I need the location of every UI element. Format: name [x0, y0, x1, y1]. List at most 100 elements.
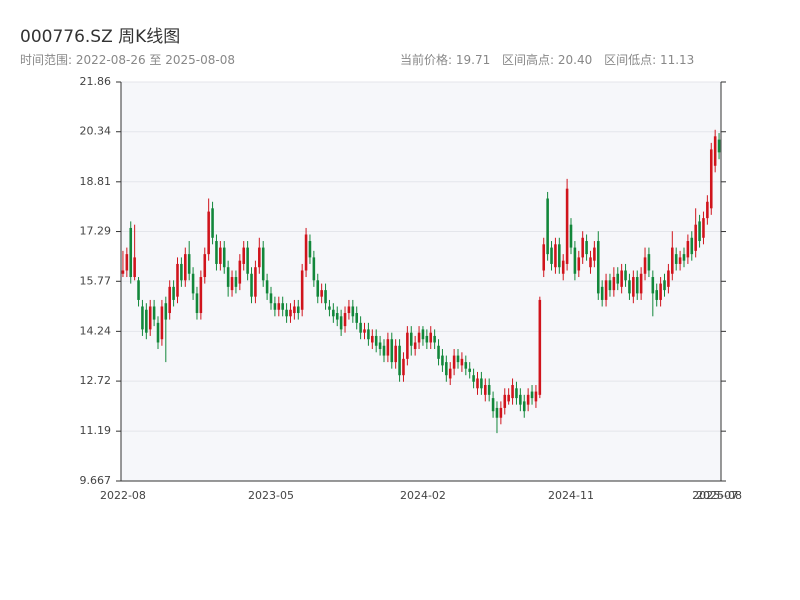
- candle-body: [191, 273, 195, 294]
- candle-body: [593, 247, 596, 261]
- candle-body: [316, 280, 320, 297]
- candle-body: [207, 211, 210, 255]
- candle-body: [554, 244, 557, 268]
- candle-body: [573, 247, 577, 274]
- candle-body: [713, 136, 717, 166]
- candle-body: [651, 277, 655, 294]
- y-tick-label: 11.19: [80, 424, 112, 437]
- candle-body: [355, 313, 358, 323]
- x-tick-label: 2025-08: [696, 489, 742, 502]
- candle-body: [663, 280, 666, 291]
- candle-body: [374, 335, 378, 346]
- chart-subtitle: 时间范围: 2022-08-26 至 2025-08-08: [20, 53, 235, 67]
- candle-body: [448, 368, 452, 379]
- x-tick-label: 2024-11: [548, 489, 594, 502]
- candle-body: [273, 303, 277, 310]
- x-tick-label: 2022-08: [100, 489, 146, 502]
- y-tick-label: 20.34: [80, 125, 112, 138]
- candle-body: [569, 224, 573, 248]
- candle-body: [437, 345, 440, 359]
- candle-body: [230, 277, 234, 291]
- candle-body: [176, 263, 179, 297]
- candle-body: [639, 273, 643, 294]
- x-tick-label: 2024-02: [400, 489, 446, 502]
- candle-body: [121, 270, 125, 274]
- candle-body: [386, 339, 390, 356]
- y-tick-label: 15.77: [80, 274, 112, 287]
- candle-body: [246, 247, 249, 274]
- candle-body: [585, 241, 588, 255]
- candle-body: [550, 247, 553, 264]
- candle-body: [659, 283, 662, 300]
- candle-body: [600, 286, 604, 300]
- candle-body: [647, 254, 651, 271]
- candle-body: [285, 309, 288, 317]
- candle-body: [671, 247, 674, 274]
- candle-body: [425, 335, 429, 343]
- candle-body: [589, 257, 592, 268]
- chart-title: 000776.SZ 周K线图: [20, 27, 181, 47]
- candle-body: [398, 345, 401, 376]
- candle-body: [717, 139, 721, 153]
- candle-body: [125, 254, 129, 271]
- candle-body: [172, 286, 175, 300]
- stat: 区间高点: 20.40: [502, 53, 593, 67]
- candle-body: [491, 398, 495, 412]
- candle-body: [429, 332, 433, 343]
- candle-body: [394, 345, 397, 363]
- candle-body: [226, 267, 230, 287]
- candle-body: [409, 332, 413, 346]
- candle-body: [219, 247, 222, 264]
- candle-body: [328, 306, 331, 310]
- candle-body: [698, 221, 701, 242]
- candle-body: [596, 241, 600, 294]
- candle-body: [184, 254, 187, 281]
- candle-body: [674, 254, 678, 264]
- candle-body: [476, 378, 479, 389]
- candle-body: [690, 237, 694, 255]
- candle-body: [145, 309, 148, 333]
- candle-body: [222, 247, 226, 268]
- candle-body: [468, 368, 471, 372]
- candle-body: [351, 306, 355, 317]
- candle-body: [211, 208, 214, 238]
- candle-body: [390, 339, 394, 363]
- candle-body: [152, 306, 156, 320]
- candle-body: [378, 342, 382, 350]
- candle-body: [137, 280, 140, 300]
- candle-body: [289, 309, 292, 317]
- candle-body: [577, 257, 581, 271]
- y-tick-label: 18.81: [80, 175, 112, 188]
- candle-body: [487, 385, 491, 395]
- y-tick-label: 14.24: [80, 324, 112, 337]
- y-tick-label: 21.86: [80, 75, 112, 88]
- candle-body: [324, 290, 327, 304]
- candle-body: [187, 254, 191, 274]
- candle-body: [632, 277, 635, 297]
- candle-body: [164, 303, 168, 320]
- candle-body: [141, 306, 144, 330]
- candle-body: [203, 254, 207, 278]
- x-tick-label: 2023-05: [248, 489, 294, 502]
- candle-body: [534, 391, 538, 402]
- candle-body: [261, 247, 265, 281]
- candle-body: [526, 394, 530, 405]
- candle-body: [347, 306, 351, 314]
- candle-body: [530, 391, 534, 399]
- candle-body: [503, 394, 507, 408]
- candle-body: [417, 332, 421, 343]
- candle-body: [484, 385, 487, 395]
- candle-body: [238, 260, 242, 284]
- candle-body: [320, 290, 323, 297]
- candle-body: [706, 201, 709, 219]
- stats: 当前价格: 19.71 区间高点: 20.40 区间低点: 11.13: [400, 51, 702, 68]
- candle-body: [445, 362, 448, 376]
- candle-body: [460, 358, 464, 366]
- candle-body: [265, 280, 269, 294]
- candle-body: [339, 316, 343, 330]
- candle-body: [702, 218, 705, 238]
- candle-body: [382, 345, 386, 356]
- candle-body: [332, 309, 335, 317]
